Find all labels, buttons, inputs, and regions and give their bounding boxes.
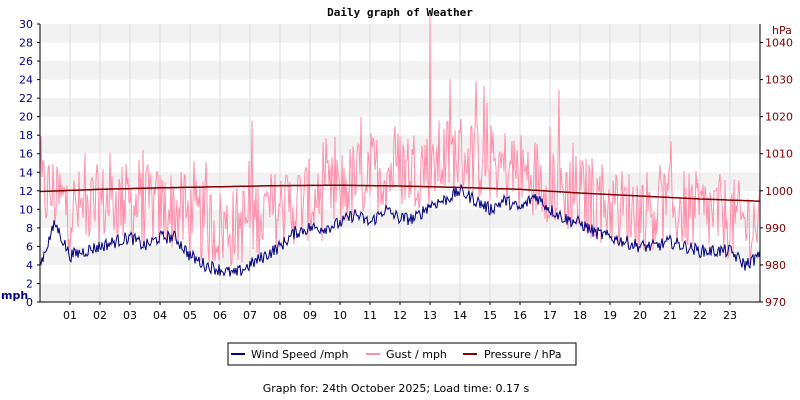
left-tick-label: 30 (19, 18, 33, 31)
left-tick-label: 28 (19, 37, 33, 50)
right-tick-label: 980 (765, 259, 786, 272)
legend: Wind Speed /mph Gust / mph Pressure / hP… (227, 342, 577, 366)
x-tick-label: 10 (333, 309, 347, 322)
x-tick-label: 17 (543, 309, 557, 322)
x-tick-label: 23 (723, 309, 737, 322)
x-tick-label: 18 (573, 309, 587, 322)
left-tick-label: 10 (19, 203, 33, 216)
x-tick-label: 12 (393, 309, 407, 322)
left-tick-label: 14 (19, 166, 33, 179)
left-tick-label: 24 (19, 74, 33, 87)
left-tick-label: 18 (19, 129, 33, 142)
x-tick-label: 09 (303, 309, 317, 322)
x-tick-label: 05 (183, 309, 197, 322)
legend-label-pressure: Pressure / hPa (484, 348, 562, 361)
x-tick-label: 04 (153, 309, 167, 322)
x-tick-label: 02 (93, 309, 107, 322)
right-tick-label: 1010 (765, 148, 793, 161)
x-tick-label: 06 (213, 309, 227, 322)
right-tick-label: 1040 (765, 37, 793, 50)
x-tick-label: 07 (243, 309, 257, 322)
right-tick-label: 1020 (765, 111, 793, 124)
left-tick-label: 22 (19, 92, 33, 105)
x-tick-label: 13 (423, 309, 437, 322)
right-tick-label: 990 (765, 222, 786, 235)
left-tick-label: 20 (19, 111, 33, 124)
x-axis-ticks: 01 02 03 04 05 06 07 08 09 10 11 12 13 14 15 16 17 18 19 20… (63, 302, 737, 322)
legend-label-wind: Wind Speed /mph (251, 348, 349, 361)
right-tick-label: 1030 (765, 74, 793, 87)
series-layer (39, 14, 761, 277)
left-tick-label: 26 (19, 55, 33, 68)
x-tick-label: 16 (513, 309, 527, 322)
right-tick-label: 1000 (765, 185, 793, 198)
left-tick-label: 12 (19, 185, 33, 198)
x-tick-label: 03 (123, 309, 137, 322)
left-tick-label: 4 (26, 259, 33, 272)
x-tick-label: 08 (273, 309, 287, 322)
x-tick-label: 15 (483, 309, 497, 322)
left-tick-label: 6 (26, 240, 33, 253)
x-tick-label: 22 (693, 309, 707, 322)
x-tick-label: 14 (453, 309, 467, 322)
x-tick-label: 11 (363, 309, 377, 322)
left-tick-label: 0 (26, 296, 33, 309)
left-axis-unit-label: mph (1, 289, 28, 302)
right-axis-ticks: 970 980 990 1000 1010 1020 1030 1040 (760, 37, 793, 309)
x-tick-label: 20 (633, 309, 647, 322)
x-tick-label: 21 (663, 309, 677, 322)
right-tick-label: 970 (765, 296, 786, 309)
right-axis-unit-label: hPa (772, 24, 792, 37)
x-tick-label: 01 (63, 309, 77, 322)
gust-series-line (39, 14, 761, 266)
chart-title: Daily graph of Weather (327, 6, 473, 19)
legend-label-gust: Gust / mph (386, 348, 447, 361)
left-tick-label: 2 (26, 277, 33, 290)
left-tick-label: 8 (26, 222, 33, 235)
left-tick-label: 16 (19, 148, 33, 161)
wind-speed-series-line (39, 183, 761, 277)
legend-box (227, 342, 577, 366)
gridlines (69, 24, 731, 302)
pressure-series-line (39, 184, 761, 202)
footer-text: Graph for: 24th October 2025; Load time:… (263, 382, 530, 395)
x-tick-label: 19 (603, 309, 617, 322)
